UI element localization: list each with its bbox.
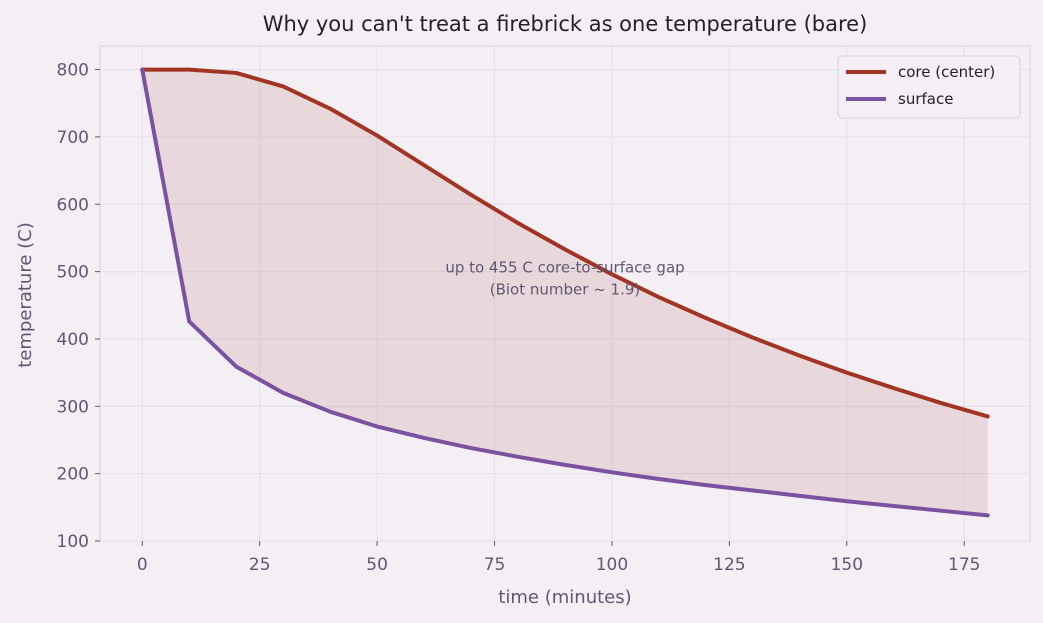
- grid: [100, 46, 1030, 542]
- x-tick-label: 25: [249, 555, 271, 575]
- x-tick-label: 50: [366, 555, 388, 575]
- y-tick-label: 500: [57, 263, 89, 283]
- x-tick-label: 0: [137, 555, 148, 575]
- x-tick-label: 125: [713, 555, 745, 575]
- y-tick-label: 100: [57, 532, 89, 552]
- y-tick-label: 200: [57, 465, 89, 485]
- surface-series-line: [140, 67, 990, 518]
- x-axis-label: time (minutes): [498, 587, 631, 608]
- legend: core (center) surface: [837, 55, 1021, 119]
- y-tick-label: 400: [57, 330, 89, 350]
- gap-fill-area: [142, 69, 988, 516]
- y-tick-label: 600: [57, 195, 89, 215]
- x-tick-label: 175: [948, 555, 980, 575]
- x-tick-label: 100: [596, 555, 628, 575]
- annotation-line-1: up to 455 C core-to-surface gap: [445, 259, 684, 277]
- gap-annotation: up to 455 C core-to-surface gap (Biot nu…: [445, 259, 684, 299]
- y-tick-label: 300: [57, 397, 89, 417]
- plot-area: [99, 45, 1031, 542]
- y-tick-label: 700: [57, 128, 89, 148]
- series-lines: [140, 67, 990, 518]
- x-tick-label: 75: [484, 555, 506, 575]
- legend-label-core: core (center): [898, 63, 995, 81]
- annotation-line-2: (Biot number ~ 1.9): [490, 281, 641, 299]
- y-axis-label: temperature (C): [15, 222, 36, 367]
- chart-title: Why you can't treat a firebrick as one t…: [263, 12, 868, 36]
- x-tick-label: 150: [831, 555, 863, 575]
- gap-fill-layer: [142, 69, 988, 516]
- legend-label-surface: surface: [898, 90, 953, 108]
- axis-ticks: 0 25 50 75 100 125 150 175 100 200 300 400 500 600 700…: [57, 61, 981, 575]
- core-series-line: [140, 67, 990, 419]
- y-tick-label: 800: [57, 61, 89, 81]
